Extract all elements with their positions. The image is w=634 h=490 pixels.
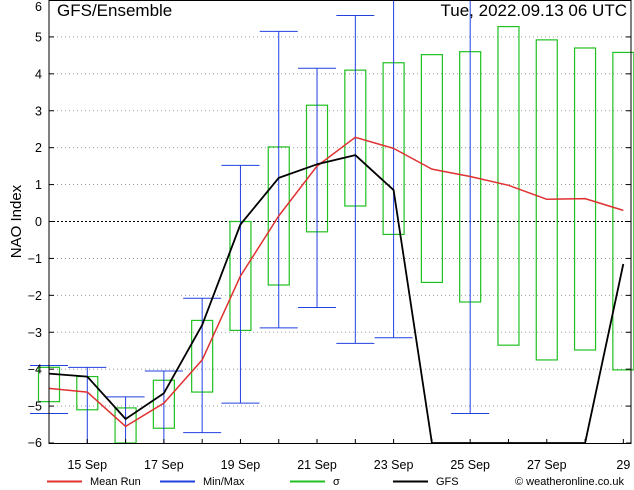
y-tick-label: −4 [28,363,42,377]
x-tick-label: 21 Sep [297,458,337,472]
x-tick-label: 25 Sep [450,458,490,472]
y-tick-label: 6 [35,0,42,14]
x-tick-label: 17 Sep [144,458,184,472]
watermark-text: © weatheronline.co.uk [515,476,625,488]
y-tick-label: −1 [28,252,42,266]
x-tick-label: 15 Sep [67,458,107,472]
sigma-box [497,25,520,346]
legend-label-sigma: σ [333,476,340,488]
sigma-boxes [37,25,634,444]
y-tick-label: −6 [28,436,42,450]
plot-frame [48,0,632,444]
legend-label-minmax: Min/Max [203,476,245,488]
sigma-box [420,54,443,284]
run-timestamp: Tue, 2022.09.13 06 UTC [441,1,628,20]
chart-title: GFS/Ensemble [57,1,172,20]
y-tick-label: −2 [28,289,42,303]
y-axis-label: NAO Index [8,184,25,258]
x-tick-label: 27 Sep [527,458,567,472]
y-tick-label: 3 [35,104,42,118]
legend: Mean Run Min/Max σ GFS © weatheronline.co.uk [47,476,624,488]
x-tick-label: 19 Sep [221,458,261,472]
x-tick-label: 23 Sep [374,458,414,472]
x-tick-label: 29 [616,458,630,472]
y-tick-label: 0 [35,215,42,229]
minmax-whiskers [30,0,490,443]
y-tick-label: 4 [35,67,42,81]
gfs-line [48,154,625,444]
grid-layer [49,36,631,407]
y-tick-label: −3 [28,326,42,340]
y-tick-label: −5 [28,400,42,414]
y-tick-label: 1 [35,178,42,192]
mean-run-line [48,136,624,428]
axis-ticks: −6 −5 −4 −3 −2 −1 0 1 2 3 4 5 6 15 Sep 17 Sep 19 Sep 21 … [28,0,631,472]
y-tick-label: 2 [35,141,42,155]
sigma-box [535,39,558,361]
legend-label-gfs: GFS [436,476,459,488]
y-tick-label: 5 [35,30,42,44]
legend-label-mean: Mean Run [90,476,141,488]
